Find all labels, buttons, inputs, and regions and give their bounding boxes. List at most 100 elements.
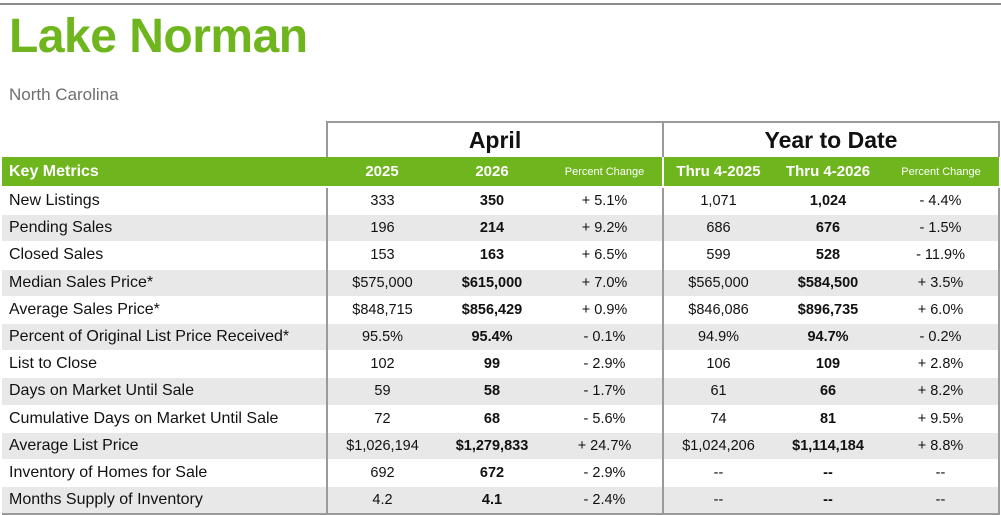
- ytd-2026-cell: 109: [773, 350, 884, 379]
- metric-name-cell: Cumulative Days on Market Until Sale: [2, 405, 327, 433]
- ytd-2026-cell: $1,114,184: [773, 432, 884, 460]
- ytd-percent-change-cell: + 9.5%: [883, 405, 1001, 433]
- metric-name-cell: Closed Sales: [2, 241, 327, 270]
- april-2025-cell: 196: [326, 214, 437, 243]
- april-2026-cell: 95.4%: [437, 323, 547, 352]
- ytd-percent-change-cell: - 0.2%: [883, 323, 1001, 352]
- ytd-2025-cell: $565,000: [662, 269, 774, 297]
- april-percent-change-cell: - 1.7%: [547, 377, 664, 406]
- april-2025-cell: 692: [326, 459, 437, 488]
- column-header-ytd-percent-change: Percent Change: [883, 157, 1000, 188]
- metric-name-cell: Months Supply of Inventory: [2, 486, 327, 515]
- table-row: List to Close 102 99- 2.9% 106 109 + 2.8%: [2, 350, 1001, 379]
- table-row: Average List Price $1,026,194 $1,279,833 + …: [2, 432, 1001, 460]
- ytd-2025-cell: $1,024,206: [662, 432, 774, 460]
- ytd-percent-change-cell: - 1.5%: [883, 214, 1001, 243]
- april-2026-cell: 58: [437, 377, 547, 406]
- table-row: New Listings 333 350 + 5.1% 1,071 1,024- 4.4%: [2, 187, 1001, 216]
- ytd-2026-cell: $584,500: [773, 269, 884, 297]
- group-header-row: April Year to Date: [2, 121, 1001, 157]
- column-header-metric: Key Metrics: [2, 157, 327, 188]
- ytd-2026-cell: 528: [773, 241, 884, 270]
- column-header-april-percent-change: Percent Change: [547, 157, 664, 188]
- ytd-2026-cell: 66: [773, 377, 884, 406]
- top-rule: [0, 3, 1001, 5]
- group-header-ytd: Year to Date: [662, 121, 1001, 157]
- key-metrics-table: April Year to Date Key Metrics 2025 2026…: [2, 121, 1001, 515]
- april-percent-change-cell: + 24.7%: [547, 432, 664, 460]
- april-2026-cell: $1,279,833: [437, 432, 547, 460]
- ytd-percent-change-cell: - 4.4%: [883, 187, 1001, 216]
- ytd-2025-cell: 61: [662, 377, 774, 406]
- april-2025-cell: 4.2: [326, 486, 437, 515]
- april-2025-cell: 72: [326, 405, 437, 433]
- ytd-percent-change-cell: + 2.8%: [883, 350, 1001, 379]
- april-2025-cell: 333: [326, 187, 437, 216]
- april-2025-cell: 59: [326, 377, 437, 406]
- april-2026-cell: 214: [437, 214, 547, 243]
- ytd-2025-cell: 1,071: [662, 187, 774, 216]
- table-row: Closed Sales 153 163 + 6.5% 599 528- 11.9%: [2, 241, 1001, 270]
- table-row: Months Supply of Inventory 4.2 4.1- 2.4% --…: [2, 486, 1001, 515]
- table-row: Cumulative Days on Market Until Sale 72 68…: [2, 405, 1001, 433]
- ytd-percent-change-cell: --: [883, 459, 1001, 488]
- april-percent-change-cell: + 7.0%: [547, 269, 664, 297]
- ytd-2026-cell: $896,735: [773, 296, 884, 324]
- april-2026-cell: 99: [437, 350, 547, 379]
- april-percent-change-cell: - 5.6%: [547, 405, 664, 433]
- april-percent-change-cell: + 9.2%: [547, 214, 664, 243]
- metric-name-cell: Median Sales Price*: [2, 269, 327, 297]
- table-row: Days on Market Until Sale 59 58- 1.7% 61 66 +…: [2, 377, 1001, 406]
- group-header-blank: [2, 122, 327, 157]
- april-2025-cell: $575,000: [326, 269, 437, 297]
- april-2026-cell: $856,429: [437, 296, 547, 324]
- table-row: Percent of Original List Price Received*…: [2, 323, 1001, 352]
- column-header-april-2026: 2026: [437, 157, 547, 188]
- column-header-ytd-2026: Thru 4-2026: [773, 157, 884, 188]
- ytd-2026-cell: 81: [773, 405, 884, 433]
- ytd-2025-cell: $846,086: [662, 296, 774, 324]
- metric-name-cell: Days on Market Until Sale: [2, 377, 327, 406]
- ytd-2025-cell: 74: [662, 405, 774, 433]
- ytd-2025-cell: 94.9%: [662, 323, 774, 352]
- metric-name-cell: Inventory of Homes for Sale: [2, 459, 327, 488]
- april-2026-cell: 4.1: [437, 486, 547, 515]
- page-subtitle: North Carolina: [9, 85, 119, 104]
- april-2025-cell: 102: [326, 350, 437, 379]
- ytd-2026-cell: --: [773, 486, 884, 515]
- metric-name-cell: Percent of Original List Price Received*: [2, 323, 327, 352]
- column-header-ytd-2025: Thru 4-2025: [662, 157, 774, 188]
- april-percent-change-cell: + 5.1%: [547, 187, 664, 216]
- ytd-percent-change-cell: - 11.9%: [883, 241, 1001, 270]
- column-header-april-2025: 2025: [327, 157, 437, 188]
- ytd-percent-change-cell: + 3.5%: [883, 269, 1001, 297]
- metric-name-cell: Average List Price: [2, 432, 327, 460]
- metric-name-cell: New Listings: [2, 187, 327, 216]
- ytd-percent-change-cell: + 8.2%: [883, 377, 1001, 406]
- april-2026-cell: 163: [437, 241, 547, 270]
- ytd-2026-cell: 1,024: [773, 187, 884, 216]
- table-row: Pending Sales 196 214 + 9.2% 686 676- 1.5%: [2, 214, 1001, 243]
- april-2025-cell: 95.5%: [326, 323, 437, 352]
- table-row: Median Sales Price* $575,000 $615,000 + 7.0…: [2, 269, 1001, 297]
- metric-name-cell: Pending Sales: [2, 214, 327, 243]
- april-2026-cell: 350: [437, 187, 547, 216]
- ytd-2026-cell: --: [773, 459, 884, 488]
- april-percent-change-cell: - 0.1%: [547, 323, 664, 352]
- april-percent-change-cell: + 6.5%: [547, 241, 664, 270]
- table-row: Average Sales Price* $848,715 $856,429 + 0.…: [2, 296, 1001, 324]
- table-row: Inventory of Homes for Sale 692 672- 2.9% -…: [2, 459, 1001, 488]
- ytd-percent-change-cell: + 6.0%: [883, 296, 1001, 324]
- metric-name-cell: Average Sales Price*: [2, 296, 327, 324]
- april-2026-cell: 672: [437, 459, 547, 488]
- april-percent-change-cell: - 2.9%: [547, 350, 664, 379]
- ytd-2025-cell: 599: [662, 241, 774, 270]
- april-2026-cell: 68: [437, 405, 547, 433]
- april-2025-cell: 153: [326, 241, 437, 270]
- ytd-2025-cell: 106: [662, 350, 774, 379]
- ytd-2025-cell: --: [662, 459, 774, 488]
- metrics-body: New Listings 333 350 + 5.1% 1,071 1,024- 4.4%…: [2, 187, 1001, 515]
- april-percent-change-cell: - 2.4%: [547, 486, 664, 515]
- ytd-2026-cell: 94.7%: [773, 323, 884, 352]
- group-header-april: April: [325, 121, 664, 157]
